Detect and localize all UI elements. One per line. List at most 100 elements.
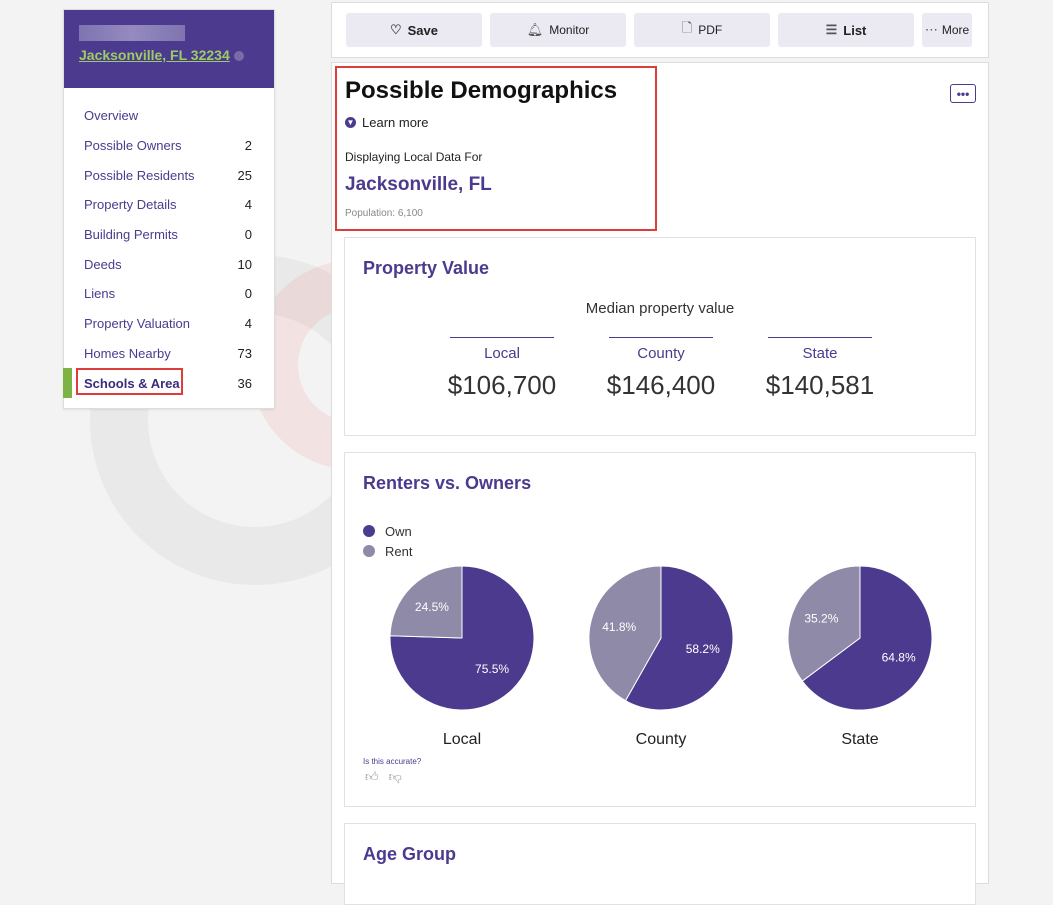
sidebar-item-label[interactable]: Possible Residents [84,167,195,183]
ellipsis-icon: ⋯ [924,22,938,37]
pdf-label: PDF [698,23,723,37]
options-menu-button[interactable]: ••• [950,84,976,103]
sidebar-item-possible-owners[interactable]: Possible Owners 2 [64,131,274,161]
thumbs-down-icon[interactable]: 👎︎ [388,769,402,784]
sidebar-item-liens[interactable]: Liens 0 [64,279,274,309]
feedback-buttons: 👍︎ 👎︎ [365,769,402,785]
address-text[interactable]: Jacksonville, FL 32234 [79,47,230,63]
pie-chart-state: 64.8% 35.2% State [785,565,935,749]
learn-more-toggle[interactable]: ▼ Learn more [345,115,428,130]
city-name: Jacksonville, FL [345,174,492,195]
more-label: More [941,23,970,37]
bell-icon: 🔔︎ [526,22,544,37]
sidebar-item-count: 25 [237,167,252,183]
save-button[interactable]: ♡ Save [346,13,482,47]
sidebar-item-property-details[interactable]: Property Details 4 [64,190,274,220]
pie-label-rent: 35.2% [804,612,838,626]
pie-label-rent: 24.5% [415,600,449,614]
sidebar-nav: Overview Possible Owners 2 Possible Resid… [63,88,274,398]
displaying-label: Displaying Local Data For [345,150,483,164]
chart-legend: Own Rent [363,521,412,561]
thumbs-up-icon[interactable]: 👍︎ [365,769,379,784]
column-value: $106,700 [447,370,557,400]
pie-slice-rent [787,565,861,682]
heart-icon: ♡ [389,22,402,37]
legend-item-own: Own [363,521,412,541]
ellipsis-icon[interactable]: ••• [956,86,970,101]
pie-label-own: 75.5% [475,662,509,676]
sidebar: Jacksonville, FL 32234 Overview Possible… [63,9,275,409]
list-button[interactable]: ☰ List [778,13,914,47]
sidebar-item-count: 36 [237,375,252,391]
sidebar-item-label[interactable]: Schools & Area [84,375,180,391]
legend-label: Own [385,523,412,539]
document-icon: 🗋 [681,20,693,35]
median-label: Median property value [585,300,735,317]
chevron-down-icon[interactable]: ▼ [345,117,356,128]
monitor-button[interactable]: 🔔︎ Monitor [490,13,626,47]
card-title: Property Value [363,258,490,278]
column-name: State [802,345,838,362]
sidebar-item-homes-nearby[interactable]: Homes Nearby 73 [64,339,274,369]
property-address-link[interactable]: Jacksonville, FL 32234 [79,47,244,63]
list-label: List [843,22,867,38]
divider [768,337,872,338]
main-panel: Possible Demographics ▼ Learn more Displa… [331,62,989,905]
pie-slice-rent [588,565,662,702]
age-group-card: Age Group [344,823,976,905]
pie-label-rent: 41.8% [602,620,636,634]
sidebar-item-label[interactable]: Property Valuation [84,316,190,332]
sidebar-item-count: 73 [237,345,252,361]
pie-svg: 75.5% 24.5% [389,565,535,711]
sidebar-item-property-valuation[interactable]: Property Valuation 4 [64,309,274,339]
pie-label: State [841,731,879,748]
sidebar-item-possible-residents[interactable]: Possible Residents 25 [64,160,274,190]
column-name: County [637,345,685,362]
monitor-label: Monitor [549,23,590,37]
sidebar-item-schools-area[interactable]: Schools & Area 36 [63,368,274,398]
sidebar-item-label[interactable]: Property Details [84,197,177,213]
sidebar-item-label[interactable]: Overview [84,108,139,124]
legend-swatch [363,525,375,537]
sidebar-item-building-permits[interactable]: Building Permits 0 [64,220,274,250]
sidebar-item-count: 0 [244,227,252,243]
column-name: Local [484,345,520,362]
pie-slice-own [801,565,933,711]
sidebar-item-deeds[interactable]: Deeds 10 [64,249,274,279]
sidebar-item-label[interactable]: Homes Nearby [84,345,171,361]
pie-svg: 58.2% 41.8% [588,565,734,711]
info-icon[interactable] [233,51,244,62]
save-label: Save [407,22,439,38]
page-title: Possible Demographics [345,77,618,104]
learn-more-label[interactable]: Learn more [362,115,429,130]
feedback-prompt: Is this accurate? [363,757,422,766]
pie-label: Local [442,731,482,748]
sidebar-item-label[interactable]: Liens [84,286,116,302]
sidebar-item-overview[interactable]: Overview [64,101,274,131]
pie-label: County [635,731,687,748]
sidebar-item-count: 4 [244,316,252,332]
divider [609,337,713,338]
pie-label-own: 58.2% [686,642,720,656]
renters-owners-card: Renters vs. Owners Own Rent 75.5% 24.5% L… [344,452,976,807]
population-text: Population: 6,100 [345,208,423,219]
more-button[interactable]: ⋯ More [922,13,972,47]
list-add-icon: ☰ [825,22,838,37]
toolbar: ♡ Save 🔔︎ Monitor 🗋 PDF ☰ List ⋯ More [331,2,989,58]
active-indicator [63,368,72,398]
divider [450,337,554,338]
value-column-state: State $140,581 [766,337,874,401]
column-value: $146,400 [606,370,716,400]
sidebar-item-label[interactable]: Possible Owners [84,138,182,154]
sidebar-item-label[interactable]: Deeds [84,256,122,272]
blurred-owner-name [79,25,185,41]
pdf-button[interactable]: 🗋 PDF [634,13,770,47]
sidebar-item-count: 4 [244,197,252,213]
value-column-local: Local $106,700 [448,337,556,401]
sidebar-item-label[interactable]: Building Permits [84,227,178,243]
value-column-county: County $146,400 [607,337,715,401]
sidebar-header: Jacksonville, FL 32234 [64,10,274,88]
pie-chart-local: 75.5% 24.5% Local [387,565,537,749]
pie-chart-county: 58.2% 41.8% County [586,565,736,749]
legend-item-rent: Rent [363,541,412,561]
